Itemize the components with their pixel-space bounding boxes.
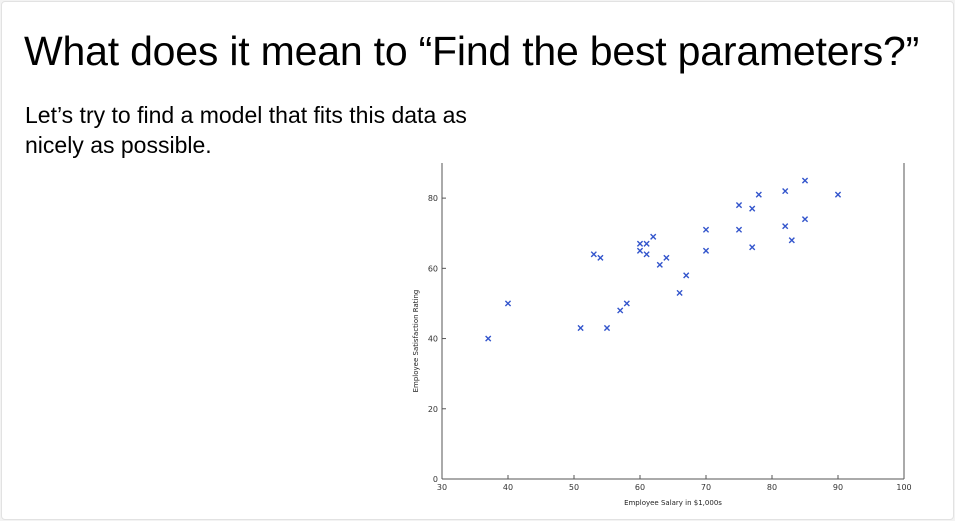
data-point [603, 324, 611, 332]
x-tick-label: 50 [569, 483, 579, 492]
y-tick-label: 20 [428, 405, 438, 414]
data-point [782, 187, 789, 195]
data-point [656, 261, 663, 268]
slide-body-text: Let’s try to find a model that fits this… [25, 102, 467, 158]
data-point [801, 177, 809, 184]
data-point [676, 289, 683, 297]
data-point [801, 216, 809, 223]
data-point [755, 191, 762, 198]
data-point [788, 237, 795, 244]
data-point [597, 254, 604, 261]
data-point [485, 335, 492, 342]
x-tick-label: 70 [701, 483, 711, 492]
y-tick-label: 40 [428, 335, 438, 344]
x-tick-label: 100 [896, 483, 911, 492]
x-tick-label: 80 [767, 483, 777, 492]
data-point [834, 191, 842, 198]
y-tick-label: 60 [428, 264, 438, 273]
data-point [636, 247, 644, 254]
y-ticks: 0 20 40 60 80 [428, 194, 446, 484]
data-point [643, 251, 650, 258]
data-point [643, 240, 650, 247]
data-point [617, 307, 624, 314]
data-point [636, 240, 644, 247]
data-point [590, 251, 597, 258]
x-tick-label: 40 [503, 483, 513, 492]
x-ticks: 30 40 50 60 70 80 90 100 [437, 475, 912, 492]
data-point [650, 233, 657, 240]
x-tick-label: 60 [635, 483, 645, 492]
data-point [577, 324, 584, 332]
y-axis-label: Employee Satisfaction Rating [412, 290, 420, 393]
y-tick-label: 80 [428, 194, 438, 203]
data-points [485, 177, 842, 342]
data-point [623, 300, 630, 307]
data-point [735, 226, 743, 233]
scatter-chart: 30 40 50 60 70 80 90 100 0 20 40 60 80 Employee Sal… [412, 163, 912, 507]
data-point [702, 226, 710, 233]
slide-title: What does it mean to “Find the best para… [24, 28, 920, 74]
data-point [683, 272, 690, 279]
data-point [504, 300, 512, 307]
data-point [782, 223, 789, 230]
plot-frame [441, 163, 905, 480]
data-point [749, 205, 756, 212]
data-point [735, 202, 743, 209]
x-axis-label: Employee Salary in $1,000s [624, 499, 722, 507]
y-tick-label: 0 [433, 475, 438, 484]
data-point [749, 244, 756, 251]
data-point [702, 247, 710, 254]
x-tick-label: 30 [437, 483, 447, 492]
x-tick-label: 90 [833, 483, 843, 492]
data-point [663, 254, 670, 261]
